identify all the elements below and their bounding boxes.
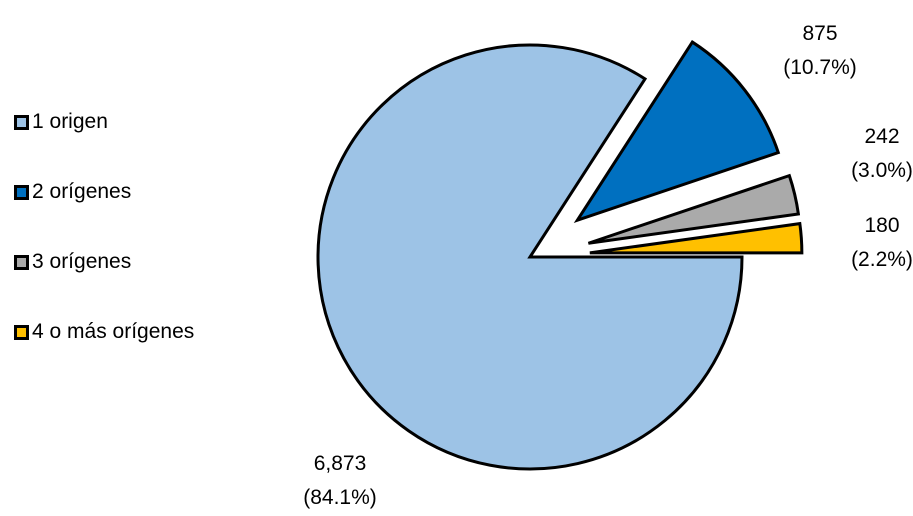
data-label-value: 6,873 xyxy=(314,452,367,475)
legend-swatch xyxy=(14,324,29,340)
legend: 1 origen 2 orígenes 3 orígenes 4 o más o… xyxy=(14,110,194,390)
data-label-value: 242 xyxy=(864,125,899,148)
legend-item-3-origenes: 3 orígenes xyxy=(14,250,194,274)
data-label-percent: (3.0%) xyxy=(851,159,913,182)
data-label-value: 875 xyxy=(802,22,837,45)
legend-swatch xyxy=(14,254,29,270)
data-label-value: 180 xyxy=(864,214,899,237)
data-label-percent: (84.1%) xyxy=(303,486,377,509)
data-label-percent: (10.7%) xyxy=(783,56,857,79)
legend-swatch xyxy=(14,114,29,130)
pie-slice-4-o-mas-origenes xyxy=(589,221,804,255)
legend-label: 4 o más orígenes xyxy=(32,320,195,343)
pie-slice-1-origen xyxy=(316,43,744,471)
legend-label: 3 orígenes xyxy=(32,250,132,273)
pie-slice-2-origenes xyxy=(573,39,781,223)
data-labels: 6,873 (84.1%) 875 (10.7%) 242 (3.0%) 180 (2.2%) xyxy=(303,22,913,509)
legend-item-2-origenes: 2 orígenes xyxy=(14,180,194,204)
data-label-percent: (2.2%) xyxy=(851,248,913,271)
pie-slices xyxy=(316,39,804,471)
pie-slice-3-origenes xyxy=(587,173,801,245)
legend-item-1-origen: 1 origen xyxy=(14,110,194,134)
legend-item-4-o-mas-origenes: 4 o más orígenes xyxy=(14,320,194,344)
legend-label: 2 orígenes xyxy=(32,180,132,203)
legend-label: 1 origen xyxy=(32,110,108,133)
legend-swatch xyxy=(14,184,29,200)
